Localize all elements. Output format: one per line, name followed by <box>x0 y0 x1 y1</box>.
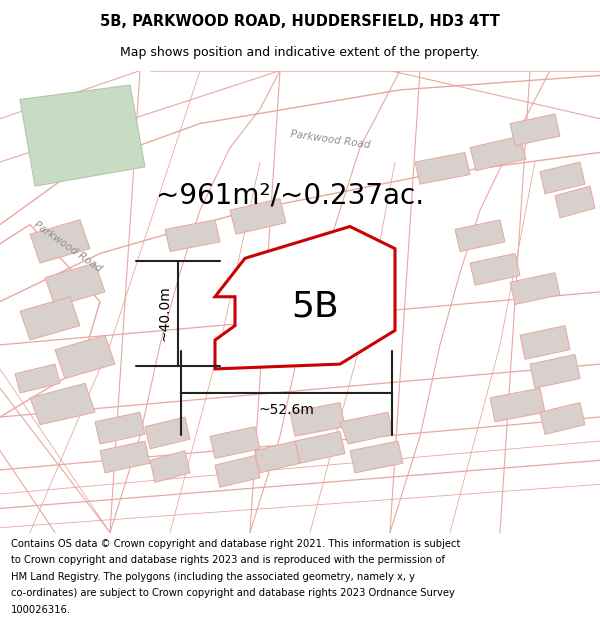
Polygon shape <box>295 431 345 463</box>
Polygon shape <box>210 427 260 458</box>
Polygon shape <box>100 441 150 473</box>
Polygon shape <box>415 152 470 184</box>
Text: ~961m²/~0.237ac.: ~961m²/~0.237ac. <box>156 182 424 210</box>
Text: Parkwood Road: Parkwood Road <box>32 219 104 274</box>
Text: ~40.0m: ~40.0m <box>157 286 171 341</box>
Text: ~52.6m: ~52.6m <box>259 403 314 418</box>
Text: Map shows position and indicative extent of the property.: Map shows position and indicative extent… <box>120 46 480 59</box>
Polygon shape <box>555 186 595 218</box>
Polygon shape <box>490 388 545 422</box>
Polygon shape <box>215 226 395 369</box>
Text: co-ordinates) are subject to Crown copyright and database rights 2023 Ordnance S: co-ordinates) are subject to Crown copyr… <box>11 588 455 598</box>
Polygon shape <box>510 272 560 304</box>
Polygon shape <box>20 85 145 186</box>
Polygon shape <box>30 220 90 263</box>
Text: 100026316.: 100026316. <box>11 605 71 615</box>
Polygon shape <box>45 263 105 306</box>
Polygon shape <box>340 412 393 444</box>
Text: Contains OS data © Crown copyright and database right 2021. This information is : Contains OS data © Crown copyright and d… <box>11 539 460 549</box>
Polygon shape <box>530 354 580 388</box>
Polygon shape <box>470 136 526 171</box>
Text: 5B: 5B <box>291 289 339 323</box>
Polygon shape <box>520 326 570 359</box>
Polygon shape <box>145 417 190 449</box>
Polygon shape <box>165 220 220 251</box>
Polygon shape <box>230 199 286 234</box>
Polygon shape <box>540 402 585 434</box>
Polygon shape <box>150 451 190 482</box>
Polygon shape <box>350 441 403 473</box>
Polygon shape <box>290 402 345 436</box>
Polygon shape <box>30 383 95 425</box>
Polygon shape <box>255 441 300 473</box>
Polygon shape <box>15 364 60 393</box>
Polygon shape <box>215 456 260 488</box>
Text: HM Land Registry. The polygons (including the associated geometry, namely x, y: HM Land Registry. The polygons (includin… <box>11 572 415 582</box>
Polygon shape <box>455 220 505 251</box>
Text: 5B, PARKWOOD ROAD, HUDDERSFIELD, HD3 4TT: 5B, PARKWOOD ROAD, HUDDERSFIELD, HD3 4TT <box>100 14 500 29</box>
Polygon shape <box>95 412 145 444</box>
Polygon shape <box>510 114 560 146</box>
Text: to Crown copyright and database rights 2023 and is reproduced with the permissio: to Crown copyright and database rights 2… <box>11 556 445 566</box>
Polygon shape <box>470 254 520 285</box>
Text: Parkwood Road: Parkwood Road <box>289 129 371 151</box>
Polygon shape <box>20 297 80 340</box>
Polygon shape <box>540 162 585 194</box>
Polygon shape <box>55 335 115 379</box>
